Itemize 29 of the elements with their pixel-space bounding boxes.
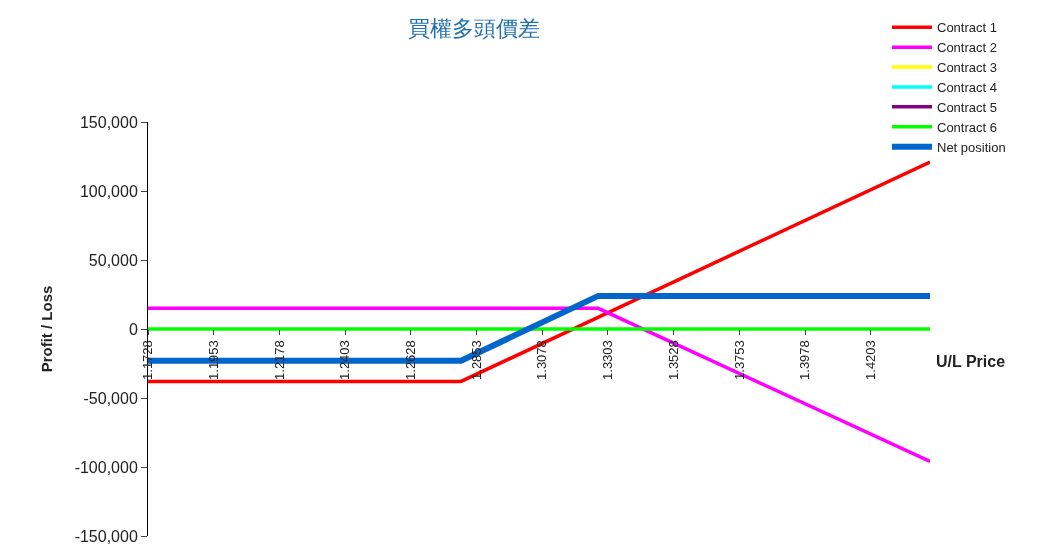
x-tick-label: 1.3303 (600, 340, 616, 380)
y-tick-label: -150,000 (74, 527, 138, 545)
y-axis-title: Profit / Loss (37, 285, 55, 373)
legend-label: Contract 6 (936, 119, 997, 135)
x-tick-label: 1.2628 (403, 340, 419, 380)
x-tick-label: 1.3978 (797, 340, 813, 380)
legend-label: Contract 3 (936, 60, 997, 76)
x-tick-label: 1.1953 (205, 340, 221, 380)
x-tick-label: 1.3753 (731, 340, 747, 380)
y-tick-label: 0 (128, 320, 138, 338)
chart-title: 買權多頭價差 (407, 15, 540, 41)
x-tick-label: 1.1728 (140, 340, 156, 380)
x-tick-label: 1.4203 (862, 340, 878, 380)
legend-label: Contract 1 (936, 20, 997, 36)
x-axis-title: U/L Price (936, 353, 1006, 370)
x-tick-label: 1.3528 (665, 340, 681, 380)
x-tick-label: 1.2403 (337, 340, 353, 380)
y-tick-label: 50,000 (88, 251, 138, 269)
y-tick-label: 100,000 (79, 182, 138, 200)
legend-label: Net position (936, 139, 1006, 155)
x-tick-label: 1.3078 (534, 340, 550, 380)
y-tick-label: 150,000 (79, 113, 138, 131)
legend-label: Contract 4 (936, 80, 997, 96)
legend-label: Contract 2 (936, 40, 997, 56)
y-tick-label: -100,000 (74, 458, 138, 476)
legend-label: Contract 5 (936, 99, 997, 115)
x-tick-label: 1.2178 (271, 340, 287, 380)
y-tick-label: -50,000 (83, 389, 138, 407)
x-tick-label: 1.2853 (468, 340, 484, 380)
